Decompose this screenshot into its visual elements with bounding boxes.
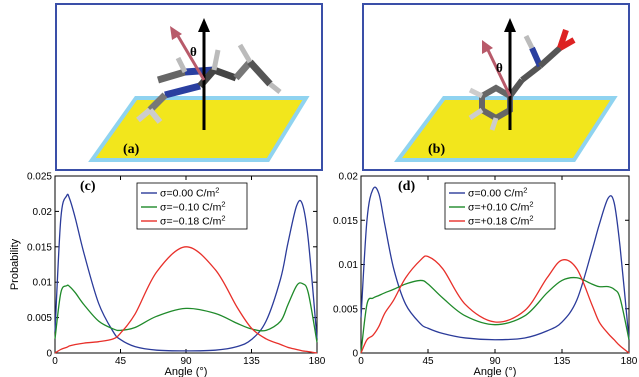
- molecule-axis-arrowhead-b: [482, 40, 493, 54]
- y-tick-label: 0.01: [339, 260, 359, 271]
- legend-entry-sup: 2: [529, 200, 533, 209]
- legend-entry-sup: 2: [221, 214, 225, 223]
- normal-arrowhead-a: [198, 18, 210, 32]
- x-tick-label: 0: [358, 356, 364, 367]
- x-axis-label: Angle (°): [474, 366, 517, 377]
- legend-entry: σ=−0.10 C/m2: [160, 200, 226, 214]
- panel-label: (d): [398, 179, 415, 194]
- x-axis-label: Angle (°): [165, 366, 208, 377]
- theta-a: θ: [190, 44, 197, 59]
- y-tick-label: 0.02: [339, 172, 359, 183]
- series-line-3: [360, 255, 630, 354]
- legend-entry-sup: 2: [523, 186, 527, 195]
- x-tick-label: 90: [489, 356, 501, 367]
- legend-entry-sup: 2: [529, 214, 533, 223]
- chart-d: 0 45 90 135 180 0 0.005 0.01 0.015 0.02 Angle (°) σ…: [333, 172, 638, 377]
- x-tick-label: 135: [243, 356, 260, 367]
- y-tick-label: 0.01: [33, 278, 53, 289]
- y-tick-label: 0.015: [27, 242, 52, 253]
- x-tick-label: 135: [554, 356, 571, 367]
- series-line-2: [360, 276, 630, 354]
- molecule-imidazolium: [136, 43, 282, 124]
- molecule-axis-arrowhead-a: [170, 26, 182, 40]
- y-axis-label: Probability: [9, 238, 21, 290]
- y-tick-label: 0.02: [33, 207, 53, 218]
- y-tick-label: 0: [352, 349, 358, 360]
- x-tick-label: 45: [115, 356, 127, 367]
- legend-entry: σ=0.00 C/m2: [160, 186, 219, 200]
- x-tick-label: 180: [621, 356, 638, 367]
- y-tick-label: 0: [46, 349, 52, 360]
- x-tick-label: 90: [180, 356, 192, 367]
- legend-entry: σ=−0.18 C/m2: [160, 214, 226, 228]
- label-b: (b): [428, 142, 445, 157]
- surface-b: [394, 96, 618, 162]
- legend-entry-sup: 2: [221, 200, 225, 209]
- y-tick-label: 0.005: [27, 313, 52, 324]
- x-tick-label: 180: [309, 356, 326, 367]
- molecule-axis-arrow-a: [176, 35, 206, 81]
- legend-entry-sup: 2: [215, 186, 219, 195]
- chart-c: 0 45 90 135 180 0 0.005 0.01 0.015 0.02 0.025 Angle…: [9, 172, 326, 377]
- legend-entry: σ=0.00 C/m2: [468, 186, 527, 200]
- y-tick-label: 0.025: [27, 172, 52, 183]
- legend-entry: σ=+0.10 C/m2: [468, 200, 534, 214]
- molecule-axis-arrow-b: [486, 49, 512, 97]
- series-line-1: [54, 193, 318, 352]
- series-line-1: [360, 186, 630, 341]
- y-tick-label: 0.015: [333, 216, 358, 227]
- normal-arrowhead-b: [504, 18, 516, 32]
- x-tick-label: 0: [52, 356, 58, 367]
- panel-label: (c): [80, 179, 96, 194]
- legend-entry: σ=+0.18 C/m2: [468, 214, 534, 228]
- y-tick-label: 0.005: [333, 304, 358, 315]
- label-a: (a): [123, 142, 140, 157]
- theta-b: θ: [496, 60, 503, 75]
- series-line-3: [54, 246, 318, 354]
- illustration-b: θ (b): [362, 3, 630, 171]
- x-tick-label: 45: [422, 356, 434, 367]
- illustration-a: θ (a): [55, 3, 323, 171]
- series-line-2: [54, 282, 318, 343]
